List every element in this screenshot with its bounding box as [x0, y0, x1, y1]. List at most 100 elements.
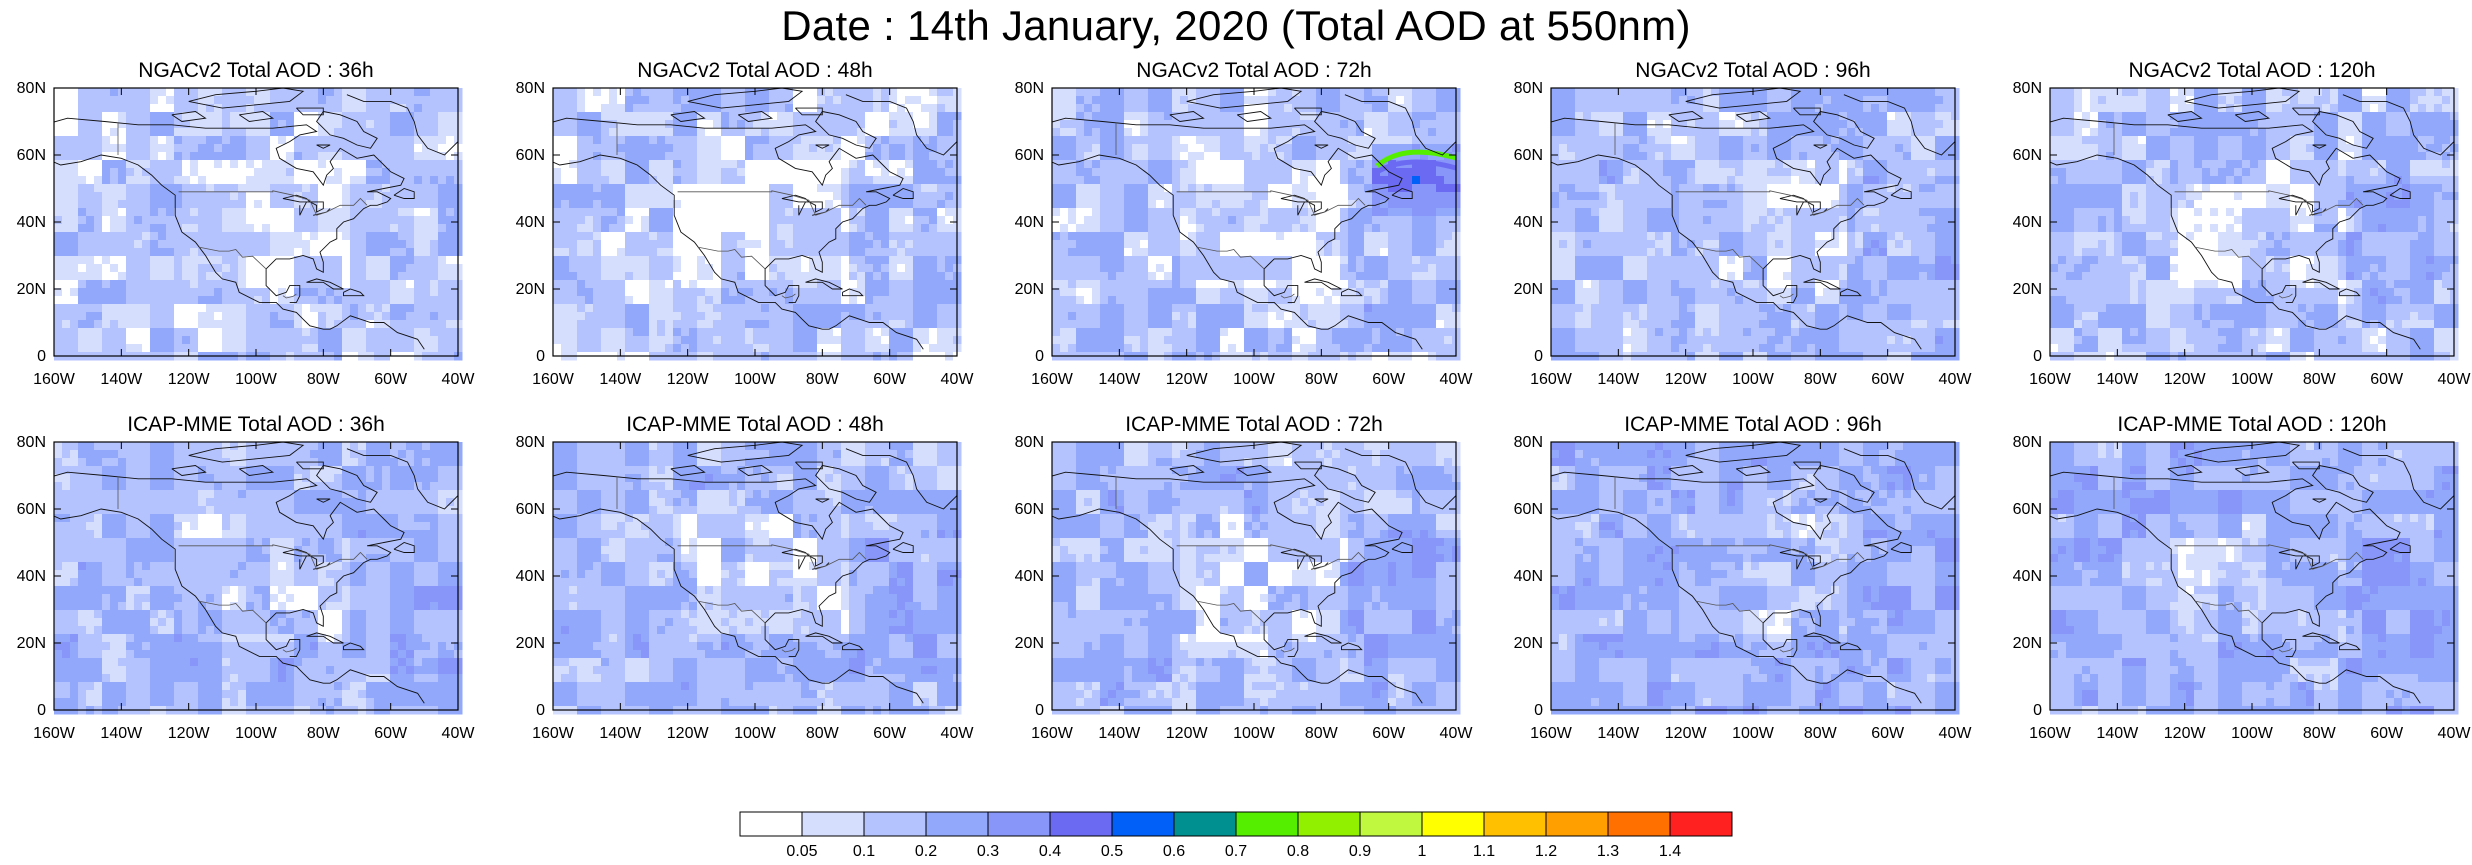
aod-cell: [414, 184, 423, 193]
aod-cell: [729, 240, 738, 249]
aod-cell: [889, 232, 898, 241]
aod-cell: [1236, 312, 1245, 321]
aod-cell: [1252, 224, 1261, 233]
aod-cell: [374, 256, 383, 265]
aod-cell: [374, 304, 383, 313]
aod-cell: [1204, 304, 1213, 313]
aod-cell: [673, 88, 682, 97]
aod-cell: [438, 88, 447, 97]
aod-cell: [577, 224, 586, 233]
aod-cell: [1204, 336, 1213, 345]
aod-cell: [897, 288, 906, 297]
aod-cell: [777, 176, 786, 185]
aod-cell: [334, 336, 343, 345]
aod-cell: [713, 240, 722, 249]
aod-cell: [102, 224, 111, 233]
aod-cell: [585, 120, 594, 129]
aod-cell: [753, 256, 762, 265]
aod-cell: [1148, 256, 1157, 265]
aod-cell: [1348, 336, 1357, 345]
aod-cell: [278, 320, 287, 329]
aod-cell: [142, 128, 151, 137]
aod-cell: [1124, 224, 1133, 233]
aod-cell: [1332, 328, 1341, 337]
aod-cell: [649, 272, 658, 281]
aod-cell: [1068, 136, 1077, 145]
aod-cell: [62, 176, 71, 185]
aod-cell: [118, 232, 127, 241]
aod-cell: [1316, 288, 1325, 297]
aod-cell: [358, 256, 367, 265]
aod-cell: [398, 320, 407, 329]
aod-cell: [569, 320, 578, 329]
aod-cell: [1252, 248, 1261, 257]
aod-cell: [238, 152, 247, 161]
aod-cell: [1132, 136, 1141, 145]
aod-cell: [1308, 312, 1317, 321]
aod-cell: [262, 200, 271, 209]
aod-cell: [1132, 264, 1141, 273]
aod-cell: [657, 104, 666, 113]
aod-cell: [158, 296, 167, 305]
aod-cell: [342, 328, 351, 337]
aod-cell: [1228, 264, 1237, 273]
aod-cell: [102, 328, 111, 337]
aod-cell: [382, 312, 391, 321]
aod-cell: [1068, 224, 1077, 233]
aod-cell: [246, 288, 255, 297]
aod-cell: [126, 104, 135, 113]
aod-cell: [206, 232, 215, 241]
aod-cell: [390, 136, 399, 145]
aod-cell: [577, 264, 586, 273]
aod-cell: [937, 264, 946, 273]
aod-cell: [929, 184, 938, 193]
aod-cell: [102, 304, 111, 313]
aod-cell: [222, 328, 231, 337]
aod-cell: [94, 88, 103, 97]
aod-cell: [1292, 240, 1301, 249]
aod-cell: [833, 208, 842, 217]
aod-cell: [1212, 216, 1221, 225]
aod-cell: [761, 128, 770, 137]
aod-cell: [446, 160, 455, 169]
aod-cell: [166, 344, 175, 353]
aod-cell: [913, 216, 922, 225]
aod-cell: [334, 256, 343, 265]
aod-cell: [310, 88, 319, 97]
aod-cell: [809, 224, 818, 233]
aod-cell: [633, 224, 642, 233]
aod-cell: [665, 320, 674, 329]
aod-cell: [446, 216, 455, 225]
aod-cell: [254, 96, 263, 105]
aod-cell: [1148, 328, 1157, 337]
aod-cell: [825, 304, 834, 313]
aod-cell: [286, 248, 295, 257]
aod-cell: [905, 256, 914, 265]
aod-cell: [174, 280, 183, 289]
aod-cell: [945, 296, 954, 305]
aod-cell: [1116, 280, 1125, 289]
aod-cell: [446, 280, 455, 289]
aod-cell: [1364, 248, 1373, 257]
aod-cell: [1308, 336, 1317, 345]
aod-cell: [1356, 320, 1365, 329]
aod-cell: [382, 248, 391, 257]
aod-cell: [1116, 120, 1125, 129]
aod-cell: [1356, 112, 1365, 121]
aod-cell: [601, 296, 610, 305]
aod-cell: [705, 120, 714, 129]
aod-cell: [86, 256, 95, 265]
aod-cell: [1092, 232, 1101, 241]
aod-cell: [78, 88, 87, 97]
aod-cell: [577, 168, 586, 177]
aod-cell: [278, 168, 287, 177]
aod-cell: [641, 328, 650, 337]
aod-cell: [657, 224, 666, 233]
aod-cell: [1156, 144, 1165, 153]
aod-cell: [94, 200, 103, 209]
aod-cell: [1172, 104, 1181, 113]
aod-cell: [889, 248, 898, 257]
aod-cell: [553, 200, 562, 209]
aod-cell: [78, 208, 87, 217]
aod-cell: [214, 128, 223, 137]
